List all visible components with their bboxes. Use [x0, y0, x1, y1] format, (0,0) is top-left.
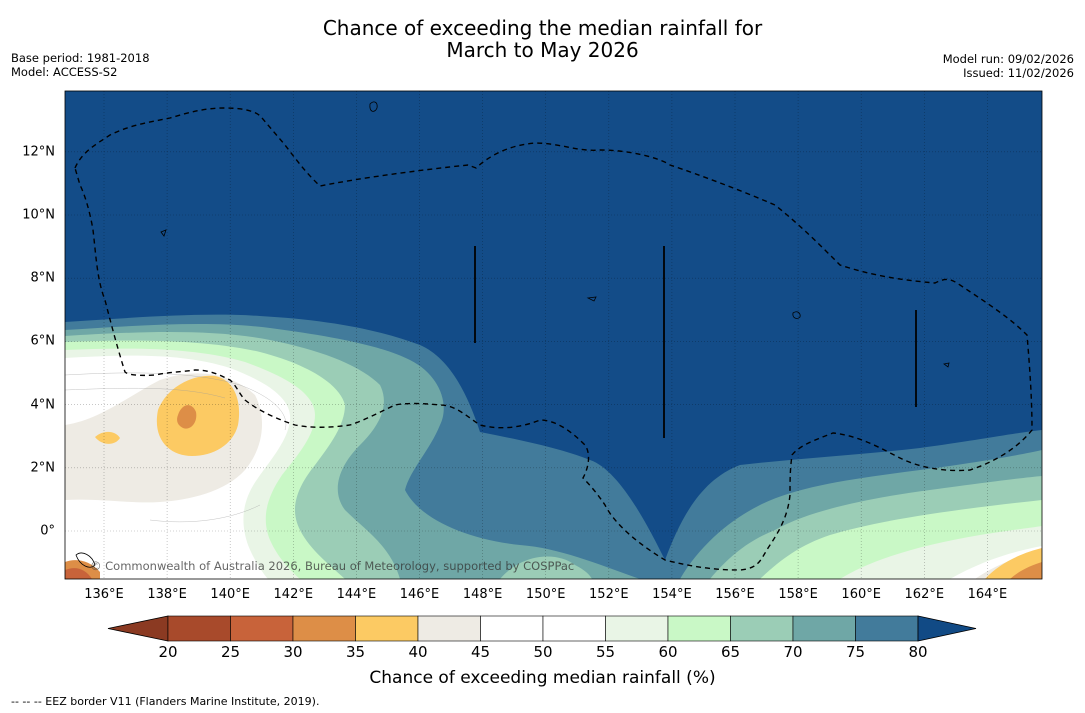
colorbar-tick-label: 65 [720, 643, 741, 661]
colorbar-tick-label: 70 [783, 643, 803, 661]
colorbar-tick-label: 50 [533, 643, 553, 661]
issued-date: Issued: 11/02/2026 [963, 66, 1074, 80]
colorbar-tick-label: 75 [845, 643, 866, 661]
colorbar-segment [855, 615, 919, 642]
x-tick-label: 164°E [967, 587, 1008, 602]
colorbar-tick-label: 40 [408, 643, 428, 661]
map-frame [64, 90, 1043, 580]
colorbar-title: Chance of exceeding median rainfall (%) [369, 668, 716, 688]
field-35-40 [95, 375, 1042, 579]
colorbar-segment [230, 615, 294, 642]
colorbar-segment [292, 615, 356, 642]
contour-lines [65, 372, 287, 523]
y-tick-label: 8°N [30, 270, 56, 286]
map-plot-area [65, 91, 1042, 579]
meta-right: Model run: 09/02/2026 Issued: 11/02/2026 [943, 52, 1074, 80]
x-tick-label: 160°E [841, 587, 881, 602]
x-tick-label: 162°E [904, 587, 945, 602]
colorbar-over-triangle [917, 615, 977, 642]
x-tick-label: 140°E [210, 587, 250, 602]
y-tick-label: 2°N [30, 460, 56, 476]
model-name: Model: ACCESS-S2 [11, 65, 118, 79]
y-tick-label: 4°N [30, 397, 56, 413]
colorbar-segment [792, 615, 856, 642]
field-55-60 [65, 348, 1042, 579]
x-tick-label: 138°E [147, 587, 187, 602]
colorbar-segment [167, 615, 231, 642]
coastlines [75, 101, 950, 568]
x-tick-label: 150°E [525, 587, 566, 602]
field-45-55 [65, 355, 1042, 579]
x-tick-label: 146°E [399, 587, 440, 602]
x-tick-label: 144°E [336, 587, 377, 602]
colorbar [107, 615, 977, 642]
x-tick-label: 158°E [778, 587, 818, 602]
colorbar-tick-label: 80 [908, 643, 928, 661]
watermark-text: © Commonwealth of Australia 2026, Bureau… [90, 559, 574, 573]
x-tick-label: 156°E [715, 587, 755, 602]
x-tick-label: 154°E [652, 587, 692, 602]
y-tick-label: 6°N [30, 333, 56, 349]
model-run: Model run: 09/02/2026 [942, 52, 1074, 66]
eez-border [74, 107, 1033, 571]
colorbar-segment [417, 615, 481, 642]
colorbar-tick-label: 30 [283, 643, 303, 661]
base-period: Base period: 1981-2018 [11, 51, 150, 65]
colorbar-segment [605, 615, 669, 642]
field-40-45 [65, 373, 1042, 579]
chart-title-line2: March to May 2026 [446, 38, 639, 62]
colorbar-segment [667, 615, 731, 642]
y-tick-label: 10°N [22, 207, 55, 223]
y-tick-label: 12°N [22, 144, 55, 160]
colorbar-segment [542, 615, 606, 642]
colorbar-segment [355, 615, 419, 642]
colorbar-segment [730, 615, 794, 642]
colorbar-tick-label: 25 [220, 643, 241, 661]
meta-left: Base period: 1981-2018 Model: ACCESS-S2 [11, 51, 150, 79]
x-tick-label: 152°E [589, 587, 629, 602]
y-tick-label: 0° [40, 523, 55, 539]
colorbar-tick-label: 45 [470, 643, 491, 661]
x-tick-label: 136°E [84, 587, 124, 602]
colorbar-tick-label: 20 [158, 643, 178, 661]
footnote: -- -- -- EEZ border V11 (Flanders Marine… [11, 695, 320, 708]
field-25-30 [65, 568, 92, 579]
x-tick-label: 148°E [462, 587, 503, 602]
x-tick-label: 142°E [273, 587, 314, 602]
colorbar-under-triangle [107, 615, 169, 642]
colorbar-tick-label: 55 [595, 643, 616, 661]
colorbar-segment [480, 615, 544, 642]
colorbar-tick-label: 35 [345, 643, 366, 661]
chart-title-line1: Chance of exceeding the median rainfall … [322, 16, 763, 40]
gridlines [65, 91, 1042, 579]
colorbar-tick-label: 60 [658, 643, 678, 661]
island-chain-markers [474, 246, 917, 438]
